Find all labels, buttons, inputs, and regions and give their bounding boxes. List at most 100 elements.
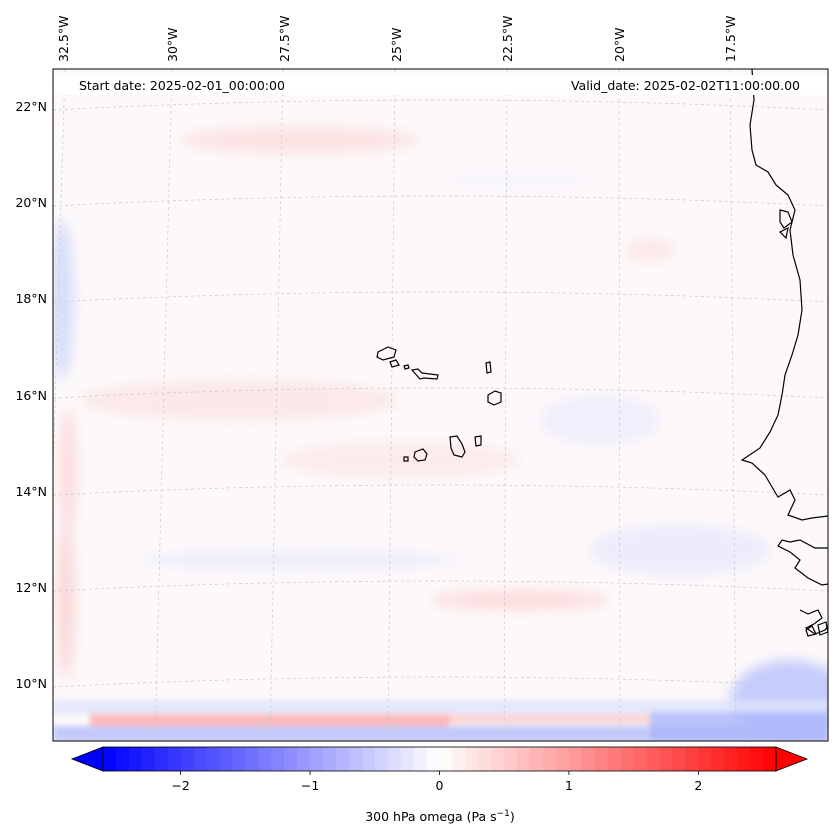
colorbar-band (387, 747, 402, 771)
lon-label-27-5: 27.5°W (277, 16, 292, 62)
colorbar-band (698, 747, 712, 771)
gridline-lon-17-5 (729, 69, 737, 741)
colorbar-band (543, 747, 557, 771)
sal (485, 361, 492, 374)
colorbar-band (465, 747, 479, 771)
colorbar-band (607, 747, 622, 771)
latitude-labels: 22°N 20°N 18°N 16°N 14°N 12°N 10°N (15, 99, 47, 691)
colorbar-band (374, 747, 389, 771)
colorbar-band (180, 747, 195, 771)
colorbar-band (193, 747, 208, 771)
omega-field (53, 69, 828, 741)
lat-label-16: 16°N (15, 388, 47, 403)
gridline-lat-14 (53, 484, 828, 496)
colorbar: −2 −1 0 1 2 300 hPa omega (Pa s−1) (70, 746, 809, 824)
colorbar-band (361, 747, 376, 771)
lon-label-22-5: 22.5°W (500, 16, 515, 62)
colorbar-band (504, 747, 518, 771)
gridline-lat-22 (53, 99, 828, 111)
colorbar-band (297, 747, 311, 771)
colorbar-band (206, 747, 220, 771)
colorbar-band (439, 747, 453, 771)
colorbar-band (633, 747, 648, 771)
colorbar-band (167, 747, 182, 771)
gridline-lon-25 (387, 69, 396, 741)
fogo (413, 448, 428, 462)
gridline-lon-22-5 (503, 69, 508, 741)
colorbar-band (323, 747, 337, 771)
colorbar-tick-label: 0 (436, 778, 444, 793)
lat-label-20: 20°N (15, 195, 47, 210)
colorbar-tick-label: −1 (301, 778, 319, 793)
gridline-lat-10 (53, 676, 828, 688)
colorbar-band (219, 747, 233, 771)
colorbar-band (348, 747, 363, 771)
colorbar-min-extension (70, 746, 104, 772)
santiago (449, 435, 466, 458)
gridline-lat-18 (53, 291, 828, 303)
guinea-bissau-islands (805, 621, 828, 637)
date-banner (53, 75, 828, 95)
colorbar-band (452, 747, 466, 771)
longitude-labels: 32.5°W 30°W 27.5°W 25°W 22.5°W 20°W 17.5… (56, 16, 738, 62)
colorbar-band (115, 747, 130, 771)
gridline-lon-32-5 (53, 69, 66, 484)
boa-vista (487, 390, 502, 406)
colorbar-band (594, 747, 609, 771)
sao-vicente (389, 359, 400, 368)
bottom-band (53, 700, 828, 741)
colorbar-band (426, 747, 440, 771)
colorbar-band (672, 747, 686, 771)
gridline-lat-20 (53, 195, 828, 207)
gridline-lat-12 (53, 580, 828, 592)
colorbar-band (128, 747, 143, 771)
maio (474, 435, 482, 447)
gridline-lon-30 (154, 69, 173, 741)
lon-label-20: 20°W (612, 27, 627, 62)
africa-coastline (740, 69, 828, 521)
lat-label-12: 12°N (15, 580, 47, 595)
sao-nicolau (410, 368, 439, 380)
lat-label-10: 10°N (15, 676, 47, 691)
colorbar-band (284, 747, 298, 771)
colorbar-band (335, 747, 350, 771)
colorbar-tick-label: 1 (565, 778, 573, 793)
colorbar-band (530, 747, 544, 771)
colorbar-tick-label: −2 (171, 778, 189, 793)
colorbar-band (763, 747, 777, 771)
colorbar-band (555, 747, 570, 771)
colorbar-band (581, 747, 596, 771)
senegal-gambia-coast (777, 539, 828, 635)
lat-label-18: 18°N (15, 291, 47, 306)
colorbar-band (711, 747, 725, 771)
map-frame (52, 68, 829, 742)
gridline-lon-27-5 (269, 69, 284, 741)
colorbar-band (659, 747, 673, 771)
colorbar-band (141, 747, 156, 771)
graticule-lines (53, 69, 828, 741)
santo-antao (376, 346, 397, 361)
colorbar-ticks: −2 −1 0 1 2 (171, 771, 702, 793)
colorbar-band (737, 747, 751, 771)
lat-label-22: 22°N (15, 99, 47, 114)
colorbar-band (517, 747, 531, 771)
lon-label-17-5: 17.5°W (723, 16, 738, 62)
colorbar-band (245, 747, 259, 771)
colorbar-band (646, 747, 661, 771)
cape-blanc-inlet (778, 209, 793, 240)
colorbar-band (271, 747, 285, 771)
lon-label-25: 25°W (389, 27, 404, 62)
colorbar-band (310, 747, 324, 771)
colorbar-band (154, 747, 169, 771)
brava (403, 456, 409, 462)
colorbar-band (413, 747, 428, 771)
colorbar-max-extension (775, 746, 809, 772)
colorbar-band (750, 747, 764, 771)
colorbar-band (400, 747, 415, 771)
colorbar-band (568, 747, 583, 771)
santa-luzia (403, 364, 410, 370)
colorbar-band (491, 747, 505, 771)
colorbar-label: 300 hPa omega (Pa s−1) (365, 809, 515, 824)
start-date-label: Start date: 2025-02-01_00:00:00 (79, 78, 285, 93)
